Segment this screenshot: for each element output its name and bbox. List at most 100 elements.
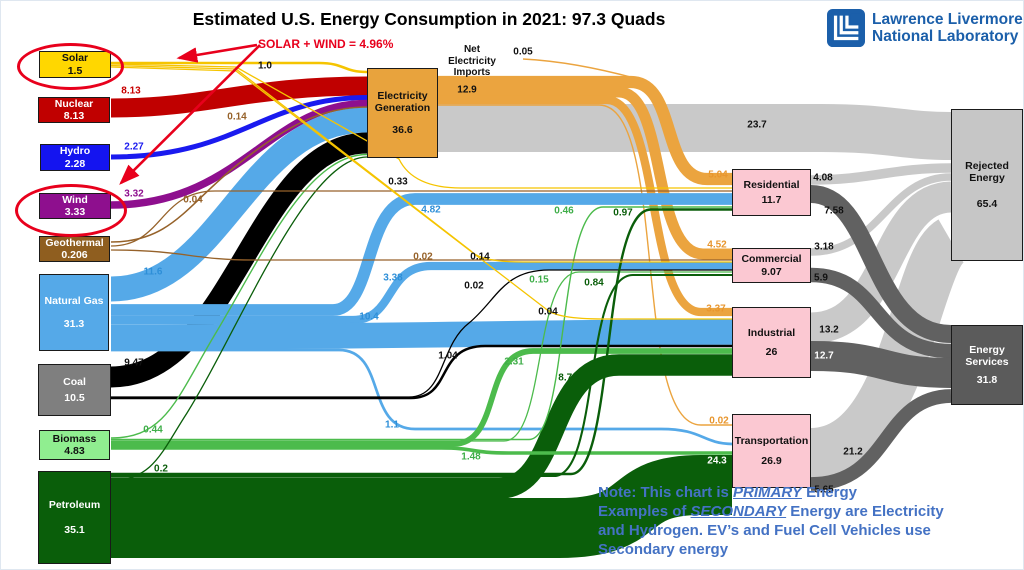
flow-electricity-residential bbox=[438, 75, 732, 186]
flow-label-transportation-rejected: 21.2 bbox=[843, 446, 863, 458]
flow-petroleum-commercial bbox=[111, 273, 732, 478]
flow-natural-gas-industrial bbox=[110, 319, 733, 350]
net-imports-line2: Imports bbox=[453, 67, 491, 78]
node-value: 31.3 bbox=[63, 317, 85, 330]
node-value: 31.8 bbox=[976, 373, 998, 386]
node-value: 2.28 bbox=[64, 157, 86, 170]
node-coal: Coal 10.5 bbox=[38, 364, 111, 416]
flow-geothermal-commercial bbox=[110, 249, 732, 261]
node-label: Energy Services bbox=[965, 344, 1009, 369]
flow-label-coal-industrial: 1.04 bbox=[438, 350, 458, 362]
flow-label-natural-gas-residential: 4.82 bbox=[421, 204, 441, 216]
note-l2a: Examples of bbox=[598, 503, 691, 521]
flow-label-solar-residential: 0.33 bbox=[388, 176, 408, 188]
flow-label-solar-electricity: 1.0 bbox=[258, 60, 272, 72]
node-hydro: Hydro 2.28 bbox=[40, 144, 110, 171]
flow-natural-gas-transportation bbox=[111, 348, 733, 446]
flow-label-electricity-industrial: 3.37 bbox=[706, 303, 726, 315]
solar-wind-annotation: SOLAR + WIND = 4.96% bbox=[258, 37, 394, 51]
flow-biomass-industrial bbox=[111, 348, 732, 447]
node-value: 11.7 bbox=[761, 194, 782, 206]
flow-label-biomass-commercial: 0.15 bbox=[529, 274, 549, 286]
note-line2: Examples of SECONDARY Energy are Electri… bbox=[598, 502, 1023, 521]
node-label: Coal bbox=[63, 376, 86, 389]
note-line1: Note: This chart is PRIMARY Energy bbox=[598, 483, 1023, 502]
node-transportation: Transportation 26.9 bbox=[732, 414, 811, 488]
node-label: Industrial bbox=[747, 326, 796, 339]
flow-label-coal-commercial: 0.02 bbox=[464, 280, 484, 292]
flow-label-hydro-electricity: 2.27 bbox=[124, 141, 144, 153]
flow-label-electricity-end-use: 12.9 bbox=[457, 84, 477, 96]
flow-coal-industrial bbox=[111, 344, 732, 400]
flow-transportation-services bbox=[810, 389, 952, 491]
llnl-logo-text: Lawrence Livermore National Laboratory bbox=[872, 11, 1023, 46]
flow-label-biomass-electricity: 0.44 bbox=[143, 424, 163, 436]
node-value: 26.9 bbox=[761, 454, 782, 467]
node-value: 65.4 bbox=[976, 197, 998, 210]
flow-petroleum-transportation bbox=[111, 455, 732, 558]
flow-label-solar-commercial: 0.14 bbox=[470, 251, 490, 263]
note-l1c: Energy bbox=[801, 484, 857, 501]
flow-label-petroleum-industrial: 8.76 bbox=[558, 372, 578, 384]
node-label: Hydro bbox=[59, 145, 91, 158]
flow-label-petroleum-electricity: 0.2 bbox=[154, 463, 168, 475]
node-value: 35.1 bbox=[64, 524, 85, 536]
flow-residential-rejected bbox=[810, 163, 952, 185]
node-commercial: Commercial 9.07 bbox=[732, 248, 811, 283]
note-l1a: Note: This chart is bbox=[598, 484, 734, 501]
node-value: 26 bbox=[765, 346, 778, 358]
node-electricity-generation: Electricity Generation 36.6 bbox=[367, 68, 438, 158]
flow-label-electricity-rejected: 23.7 bbox=[747, 119, 767, 131]
flow-electricity-industrial bbox=[438, 95, 732, 317]
flow-label-transportation-services: 5.65 bbox=[814, 484, 834, 496]
llnl-logo-icon bbox=[827, 9, 865, 47]
net-imports-line1: Net Electricity bbox=[448, 44, 496, 67]
primary-energy-note: Note: This chart is PRIMARY Energy Examp… bbox=[598, 483, 1023, 559]
note-keyword-secondary: SECONDARY bbox=[690, 503, 787, 521]
llnl-logo-line1: Lawrence Livermore bbox=[872, 10, 1023, 28]
node-label: Natural Gas bbox=[44, 295, 104, 308]
flow-label-biomass-residential: 0.46 bbox=[554, 205, 574, 217]
node-energy-services: Energy Services 31.8 bbox=[951, 325, 1023, 405]
flow-label-biomass-transportation: 1.48 bbox=[461, 451, 481, 463]
note-line3: and Hydrogen. EV’s and Fuel Cell Vehicle… bbox=[598, 522, 931, 540]
flow-natural-gas-residential bbox=[111, 193, 732, 316]
flow-label-petroleum-commercial: 0.84 bbox=[584, 277, 604, 289]
wind-highlight-ellipse bbox=[15, 184, 127, 237]
flow-label-industrial-services: 12.7 bbox=[814, 350, 834, 362]
flow-label-net-imports: 0.05 bbox=[513, 46, 533, 58]
flow-label-nuclear-electricity: 8.13 bbox=[121, 85, 141, 97]
flow-label-natural-gas-commercial: 3.38 bbox=[383, 272, 403, 284]
node-value: 9.07 bbox=[761, 265, 782, 278]
node-petroleum: Petroleum 35.1 bbox=[38, 471, 111, 564]
flow-label-petroleum-transportation: 24.3 bbox=[707, 455, 727, 467]
node-nuclear: Nuclear 8.13 bbox=[38, 97, 110, 123]
node-label: Nuclear bbox=[54, 97, 94, 110]
flow-petroleum-residential bbox=[111, 208, 732, 476]
flow-natural-gas-electricity bbox=[110, 107, 368, 302]
flow-industrial-services bbox=[810, 341, 952, 388]
node-value: 8.13 bbox=[63, 110, 85, 122]
flow-label-geothermal-residential: 0.04 bbox=[183, 194, 203, 206]
node-label: Biomass bbox=[52, 432, 97, 445]
flow-label-geothermal-commercial: 0.02 bbox=[413, 251, 433, 263]
page-title: Estimated U.S. Energy Consumption in 202… bbox=[192, 9, 666, 29]
flow-label-biomass-industrial: 2.31 bbox=[504, 356, 524, 368]
flow-biomass-electricity bbox=[110, 153, 368, 439]
flow-solar-residential bbox=[110, 63, 732, 189]
llnl-logo: Lawrence Livermore National Laboratory bbox=[827, 9, 1023, 47]
note-l2c: Energy are Electricity bbox=[786, 503, 944, 521]
note-keyword-primary: PRIMARY bbox=[733, 484, 802, 501]
node-rejected-energy: Rejected Energy 65.4 bbox=[951, 109, 1023, 261]
flow-nuclear-electricity bbox=[110, 76, 368, 118]
flow-industrial-rejected bbox=[809, 181, 953, 344]
flow-coal-commercial bbox=[111, 269, 732, 398]
flow-label-natural-gas-industrial: 10.4 bbox=[359, 311, 379, 323]
node-label: Residential bbox=[743, 178, 800, 191]
node-biomass: Biomass 4.83 bbox=[39, 430, 110, 460]
node-value: 0.206 bbox=[61, 249, 88, 261]
flow-electricity-commercial bbox=[438, 86, 732, 260]
flow-biomass-transportation bbox=[111, 446, 732, 455]
flow-residential-services bbox=[809, 185, 952, 343]
node-residential: Residential 11.7 bbox=[732, 169, 811, 216]
